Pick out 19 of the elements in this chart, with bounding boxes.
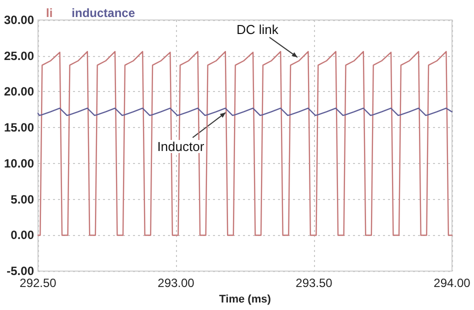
y-tick-label: -5.00 xyxy=(6,264,34,278)
y-tick-label: 25.00 xyxy=(4,48,34,63)
x-tick-label: 294.00 xyxy=(434,276,471,290)
y-tick-label: 20.00 xyxy=(4,84,34,99)
annotation: DC link xyxy=(236,22,279,37)
y-tick-label: 30.00 xyxy=(4,13,34,27)
x-axis-title: Time (ms) xyxy=(219,294,272,306)
text: inductance xyxy=(72,6,136,20)
y-tick-label: 0.00 xyxy=(10,228,34,242)
line-series xyxy=(37,108,453,116)
line-series xyxy=(37,50,453,236)
x-tick-label: 293.50 xyxy=(296,276,333,290)
y-tick-label: 15.00 xyxy=(4,120,34,135)
annotation: Inductor xyxy=(157,139,205,154)
x-tick-label: 292.50 xyxy=(20,276,57,290)
text: li xyxy=(46,6,53,20)
y-tick-label: 10.00 xyxy=(4,156,34,170)
y-tick-label: 5.00 xyxy=(10,192,34,206)
x-tick-label: 293.00 xyxy=(158,276,195,290)
